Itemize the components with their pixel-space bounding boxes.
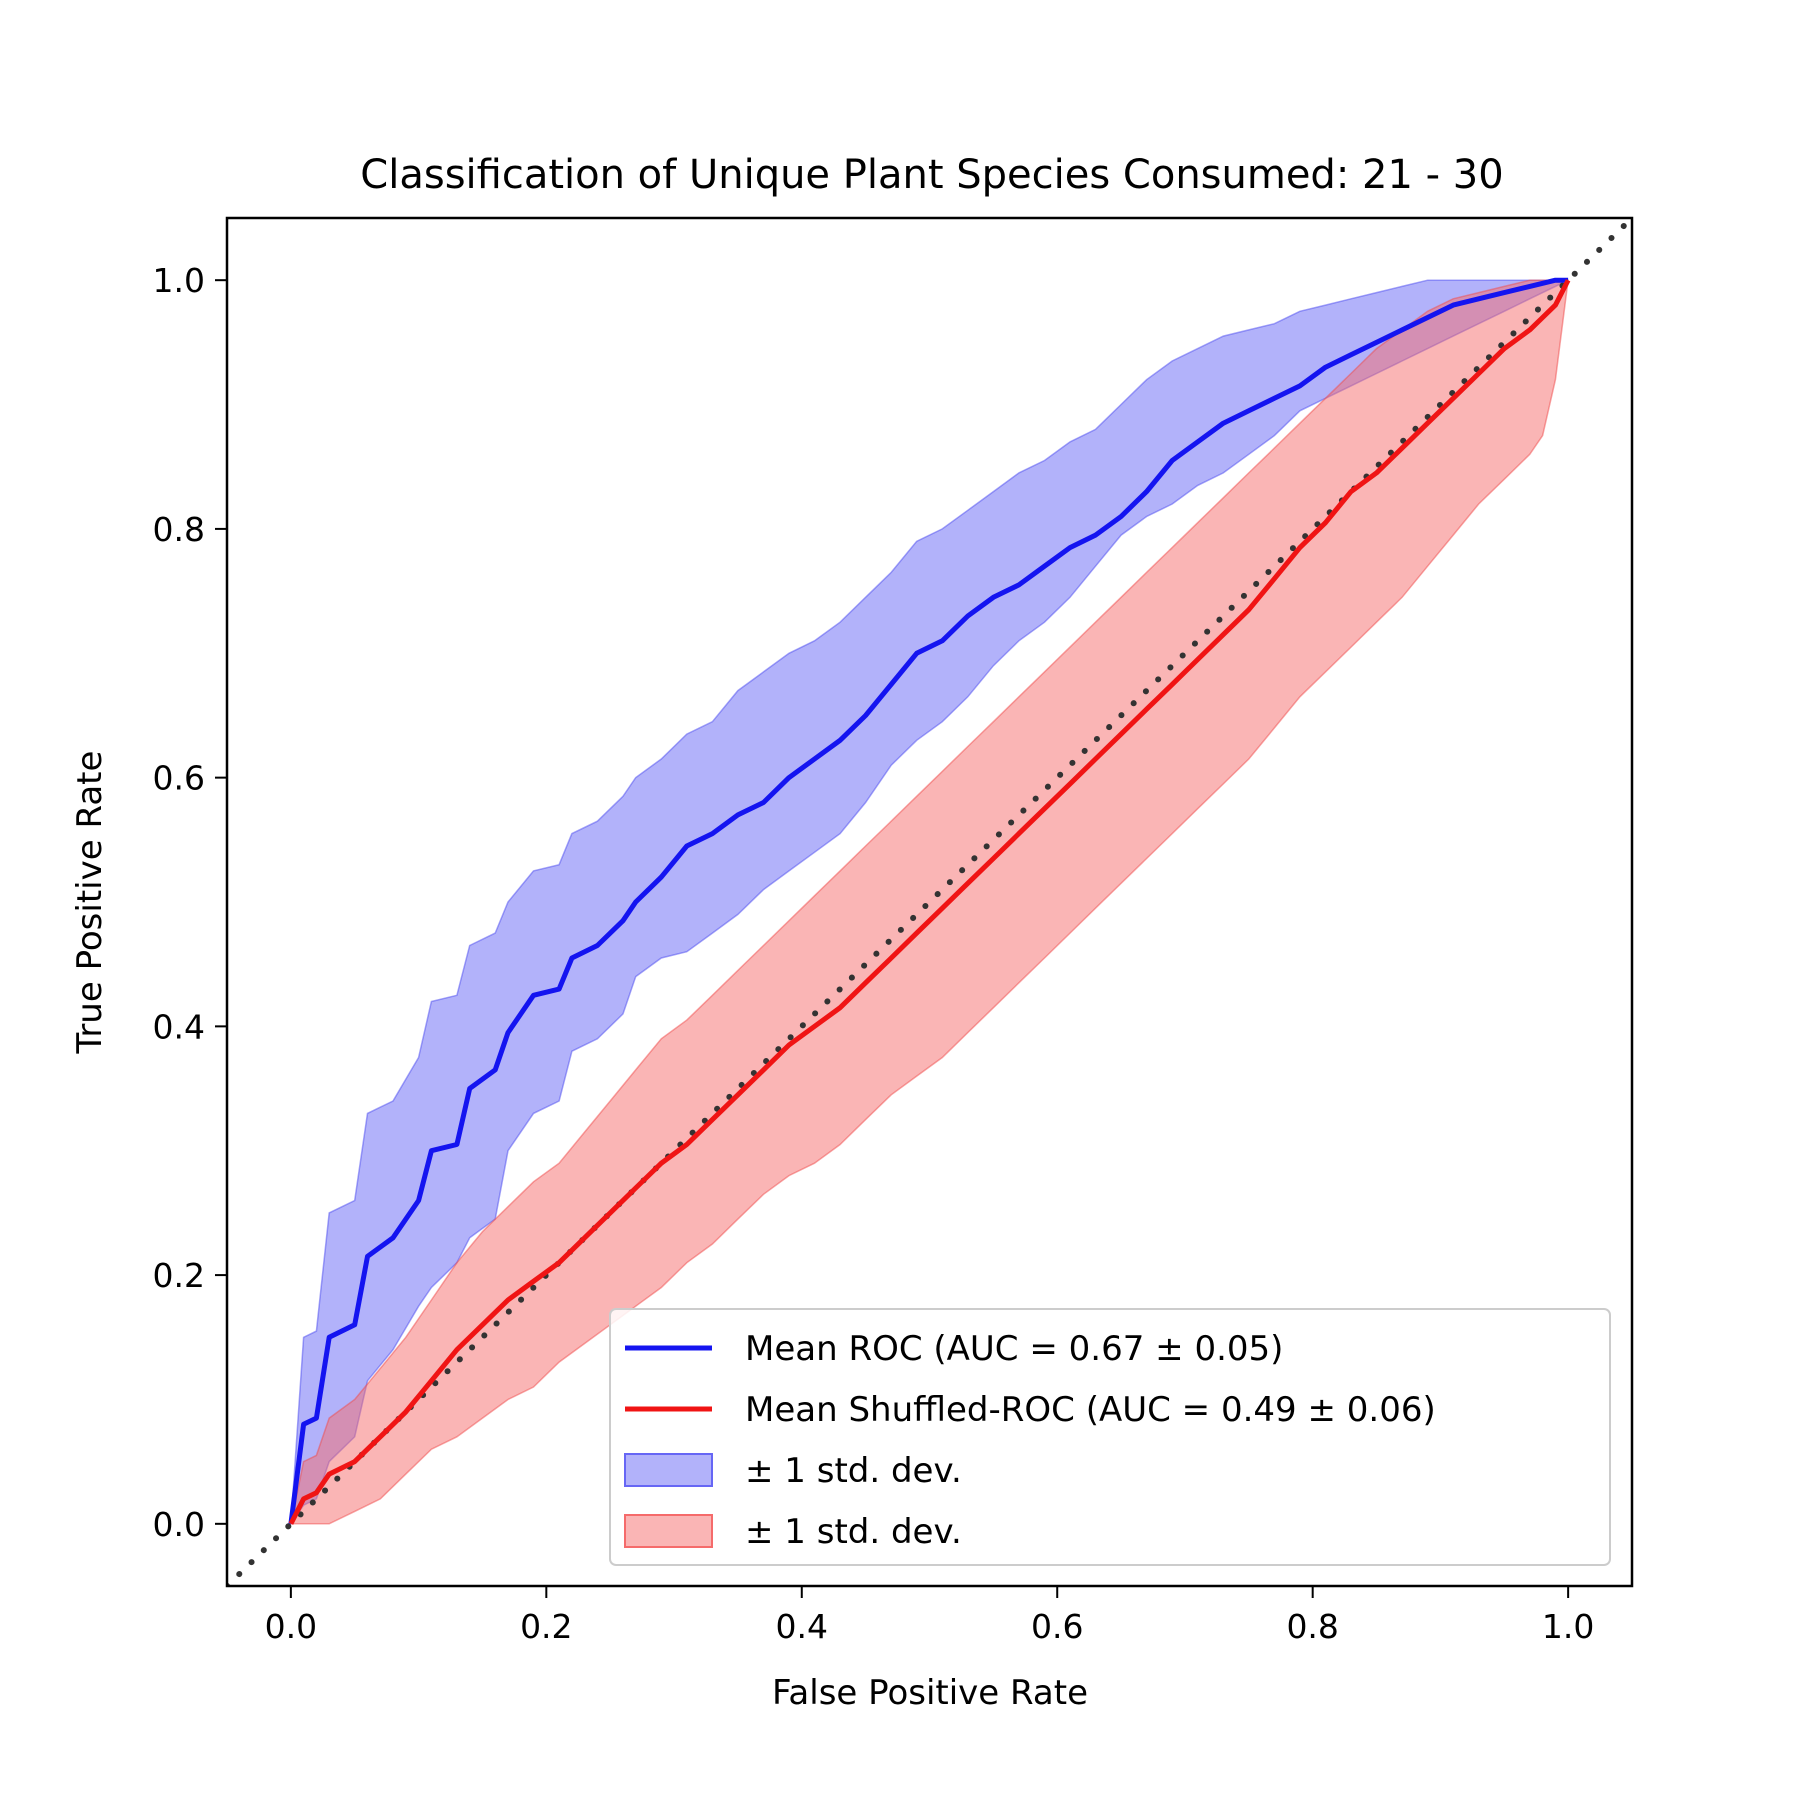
- legend-label: Mean ROC (AUC = 0.67 ± 0.05): [745, 1329, 1283, 1369]
- y-tick-label: 0.0: [153, 1505, 205, 1544]
- x-tick-label: 0.8: [1286, 1607, 1338, 1646]
- y-tick-label: 0.6: [153, 759, 205, 798]
- mean-shuffled-roc-line: [288, 279, 1571, 1525]
- y-axis-ticks: 0.0 0.2 0.4 0.6 0.8 1.0: [153, 261, 227, 1544]
- mean-roc-line: [288, 277, 1569, 1525]
- legend-label: ± 1 std. dev.: [745, 1512, 962, 1552]
- legend-swatch-patch: [624, 1453, 713, 1487]
- legend-label: Mean Shuffled-ROC (AUC = 0.49 ± 0.06): [745, 1390, 1436, 1430]
- x-axis-ticks: 0.0 0.2 0.4 0.6 0.8 1.0: [265, 1586, 1594, 1646]
- chance-diagonal-line: [227, 218, 1632, 1586]
- y-tick-label: 0.2: [153, 1256, 205, 1295]
- x-tick-label: 0.4: [776, 1607, 828, 1646]
- y-axis-label: True Positive Rate: [70, 751, 110, 1055]
- y-tick-label: 1.0: [153, 261, 205, 300]
- legend: Mean ROC (AUC = 0.67 ± 0.05) Mean Shuffle…: [609, 1308, 1611, 1566]
- plot-area: [227, 218, 1632, 1586]
- plot-frame: [225, 216, 1634, 1588]
- chart-title: Classification of Unique Plant Species C…: [360, 152, 1503, 198]
- y-tick-label: 0.4: [153, 1007, 205, 1046]
- x-tick-label: 1.0: [1542, 1607, 1594, 1646]
- legend-label: ± 1 std. dev.: [745, 1451, 962, 1491]
- y-tick-label: 0.8: [153, 510, 205, 549]
- legend-swatch-patch: [624, 1514, 713, 1548]
- legend-box: [609, 1308, 1611, 1566]
- x-axis-label: False Positive Rate: [772, 1673, 1088, 1713]
- x-tick-label: 0.0: [265, 1607, 317, 1646]
- x-tick-label: 0.2: [520, 1607, 572, 1646]
- x-tick-label: 0.6: [1031, 1607, 1083, 1646]
